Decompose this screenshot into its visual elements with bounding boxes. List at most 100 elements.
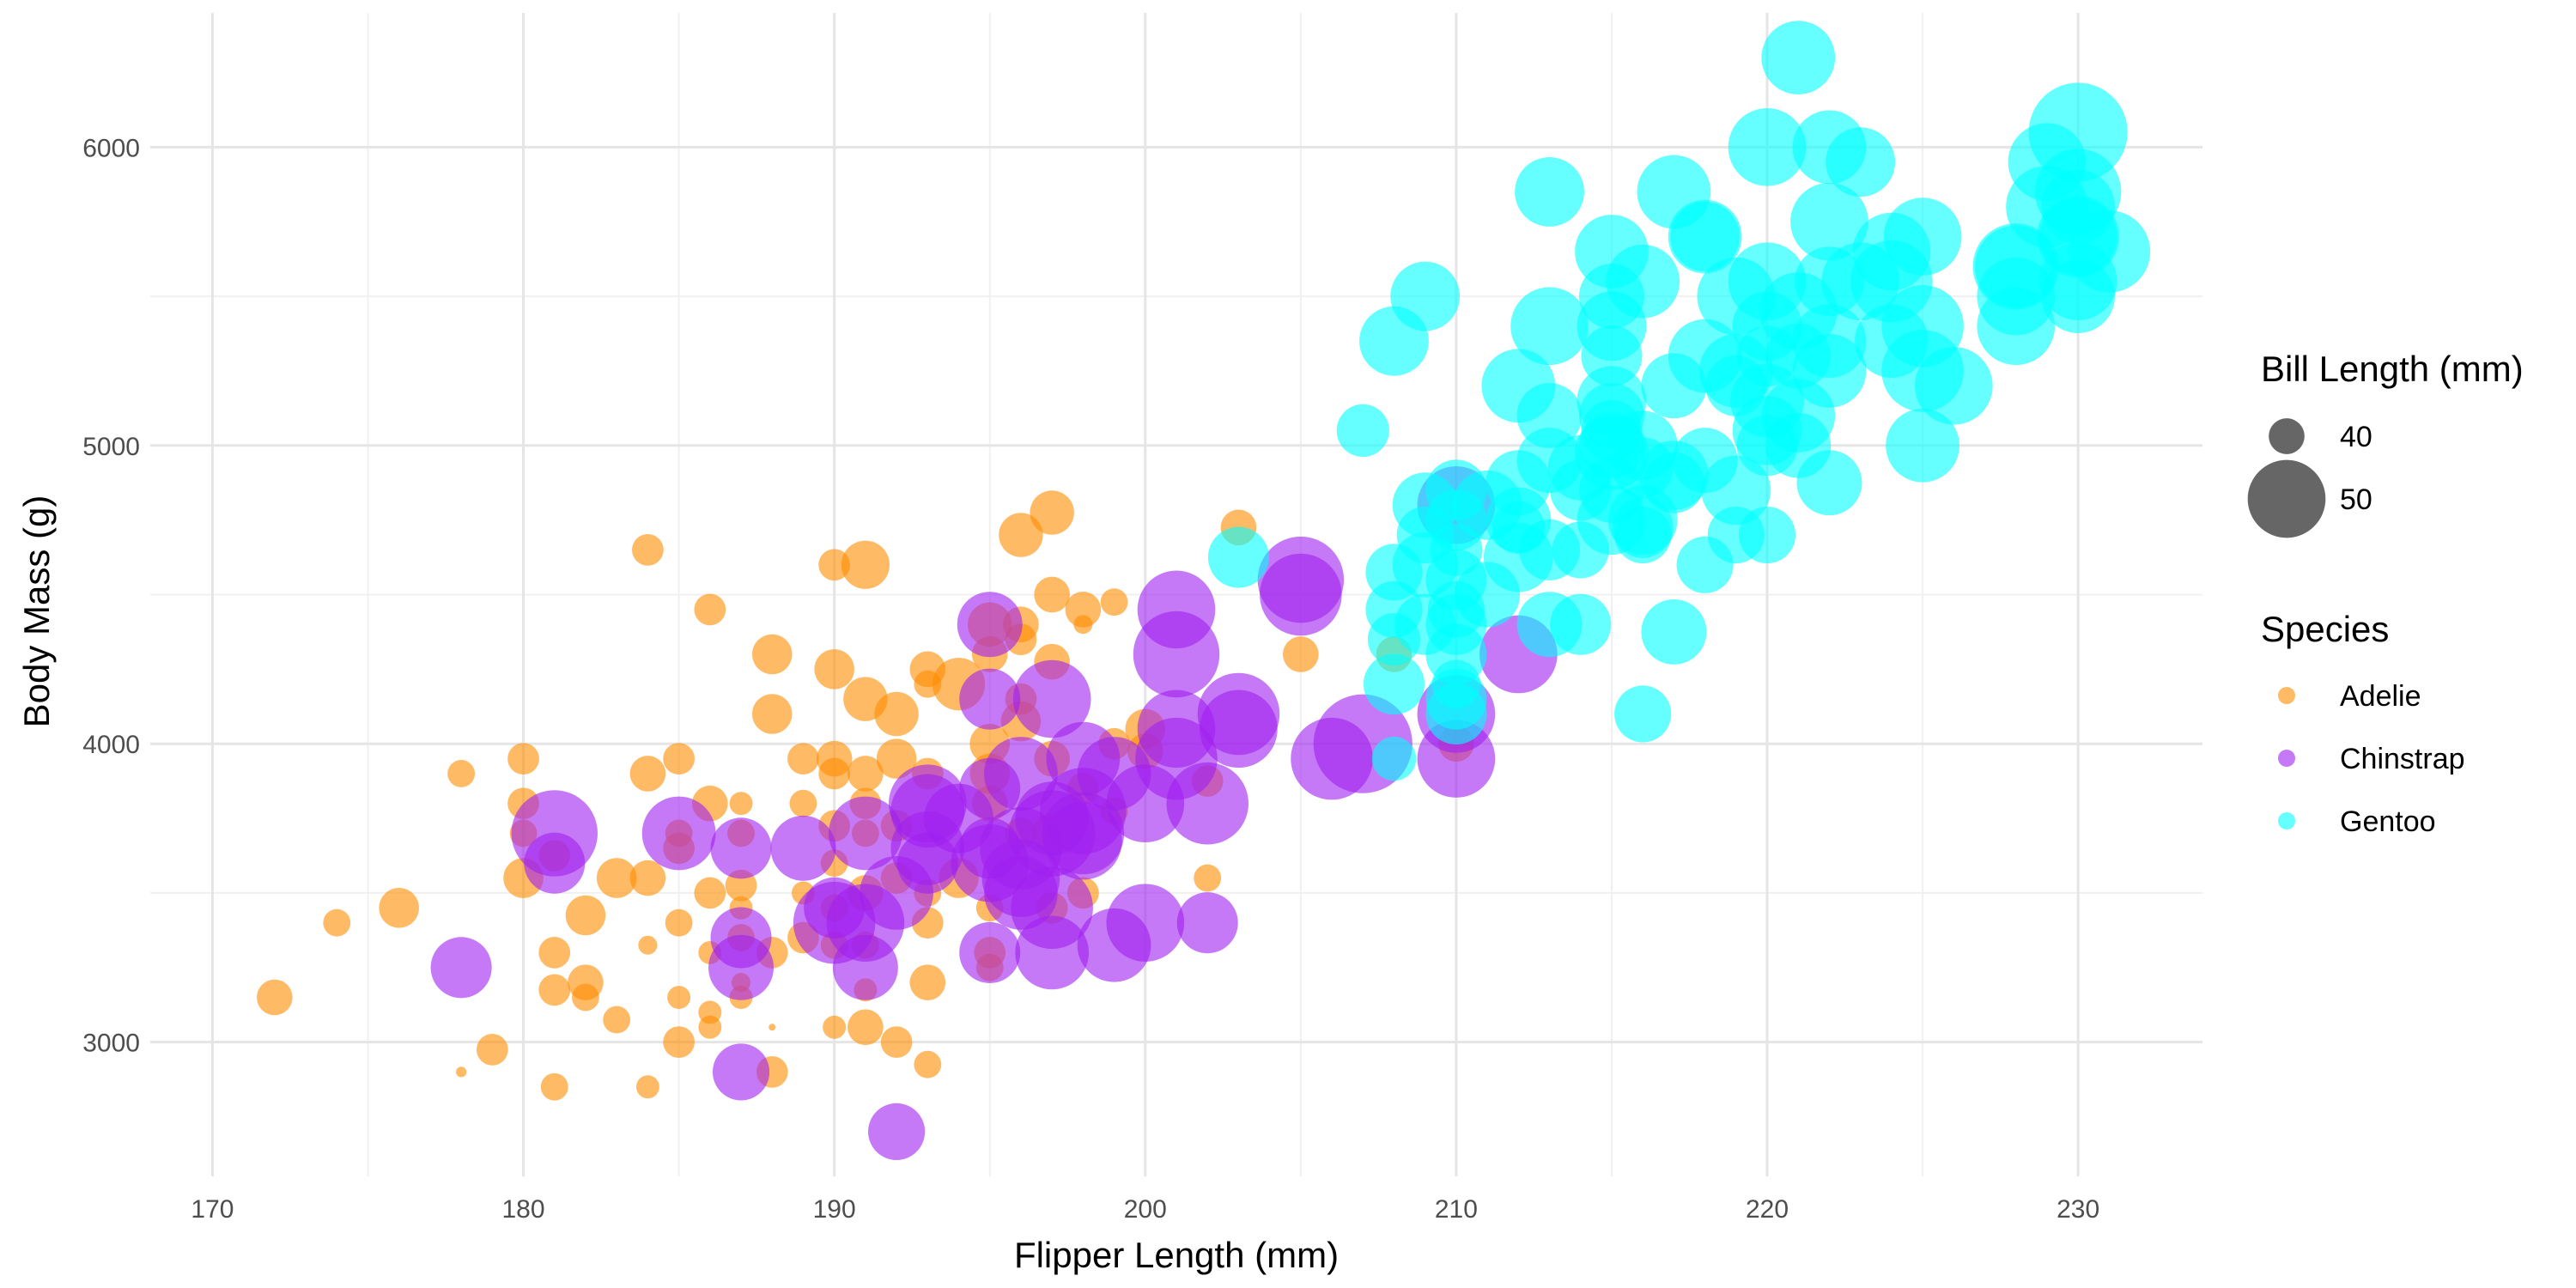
data-point bbox=[1166, 762, 1249, 845]
data-point bbox=[538, 937, 571, 969]
data-point bbox=[638, 935, 658, 955]
data-point bbox=[1790, 182, 1868, 261]
color-legend-key bbox=[2278, 750, 2295, 767]
data-point bbox=[957, 592, 1023, 658]
color-legend-label: Gentoo bbox=[2340, 805, 2436, 838]
data-point bbox=[323, 908, 351, 937]
y-tick-label: 5000 bbox=[82, 433, 140, 461]
data-point bbox=[1614, 506, 1672, 564]
data-point bbox=[1015, 915, 1090, 990]
color-legend-key bbox=[2278, 812, 2295, 829]
data-point bbox=[1176, 892, 1238, 954]
data-point bbox=[698, 1000, 722, 1024]
data-point bbox=[596, 858, 637, 898]
legend: Bill Length (mm) 40 50 Species Adelie Chin… bbox=[2247, 349, 2524, 838]
data-point bbox=[770, 815, 836, 881]
data-point bbox=[1510, 287, 1589, 366]
y-axis-title: Body Mass (g) bbox=[16, 495, 57, 728]
data-point bbox=[1336, 404, 1389, 458]
data-point bbox=[868, 1103, 926, 1160]
data-point bbox=[1738, 506, 1796, 564]
data-point bbox=[1106, 884, 1185, 963]
data-point bbox=[565, 895, 606, 936]
data-point bbox=[823, 1015, 847, 1039]
data-point bbox=[507, 743, 539, 775]
data-point bbox=[848, 756, 884, 792]
data-point bbox=[841, 540, 890, 589]
data-point bbox=[476, 1033, 508, 1066]
data-point bbox=[379, 888, 419, 928]
data-point bbox=[1728, 108, 1807, 186]
data-point bbox=[1044, 801, 1122, 880]
data-point bbox=[789, 789, 817, 817]
data-point bbox=[876, 738, 917, 779]
color-legend-title: Species bbox=[2261, 609, 2389, 649]
data-point bbox=[663, 743, 695, 775]
data-point bbox=[1668, 199, 1742, 274]
data-point bbox=[257, 979, 293, 1016]
data-point bbox=[1914, 346, 1993, 425]
data-point bbox=[524, 832, 586, 894]
data-point bbox=[1133, 611, 1220, 698]
data-point bbox=[1363, 653, 1425, 715]
x-tick-label: 190 bbox=[813, 1195, 856, 1224]
data-point bbox=[1260, 553, 1342, 636]
data-point bbox=[572, 983, 599, 1012]
data-point bbox=[629, 860, 666, 896]
data-point bbox=[1977, 287, 2056, 366]
data-point bbox=[1100, 588, 1128, 617]
x-tick-label: 180 bbox=[502, 1195, 545, 1224]
data-point bbox=[909, 964, 946, 1000]
data-point bbox=[1207, 526, 1269, 588]
series-chinstrap bbox=[430, 465, 1558, 1160]
data-point bbox=[667, 986, 691, 1010]
data-point bbox=[1390, 261, 1461, 331]
size-legend-label: 50 bbox=[2340, 483, 2372, 516]
color-legend-label: Adelie bbox=[2340, 680, 2421, 713]
data-point bbox=[635, 1075, 659, 1099]
data-point bbox=[1614, 685, 1672, 743]
data-point bbox=[663, 1026, 695, 1059]
data-point bbox=[1194, 864, 1222, 892]
data-point bbox=[455, 1066, 467, 1078]
data-point bbox=[1283, 636, 1319, 672]
data-point bbox=[1371, 736, 1417, 781]
x-tick-label: 220 bbox=[1746, 1195, 1789, 1224]
y-tick-label: 3000 bbox=[82, 1030, 140, 1058]
size-legend-items: 40 50 bbox=[2247, 418, 2372, 538]
data-point bbox=[880, 1026, 913, 1059]
data-point bbox=[1012, 659, 1091, 738]
data-point bbox=[1641, 598, 1707, 665]
y-tick-label: 6000 bbox=[82, 134, 140, 162]
data-point bbox=[1606, 244, 1680, 319]
data-point bbox=[751, 634, 793, 675]
data-point bbox=[538, 974, 571, 1006]
data-point bbox=[1796, 450, 1862, 516]
data-point bbox=[1200, 690, 1278, 769]
data-point bbox=[1761, 21, 1836, 94]
x-tick-label: 230 bbox=[2057, 1195, 2099, 1224]
color-legend-key bbox=[2278, 687, 2295, 704]
data-point bbox=[1425, 683, 1487, 744]
y-tick-label: 4000 bbox=[82, 731, 140, 759]
data-point bbox=[694, 593, 726, 626]
data-point bbox=[1034, 576, 1070, 613]
data-point bbox=[447, 760, 476, 787]
data-point bbox=[708, 934, 775, 1000]
data-point bbox=[603, 1005, 631, 1034]
x-tick-label: 170 bbox=[191, 1195, 234, 1224]
data-point bbox=[1065, 592, 1102, 628]
data-point bbox=[712, 1043, 770, 1101]
data-point bbox=[665, 908, 693, 937]
data-point bbox=[818, 757, 851, 790]
data-point bbox=[729, 792, 753, 816]
data-point bbox=[814, 649, 854, 690]
data-points bbox=[257, 21, 2151, 1160]
size-legend-label: 40 bbox=[2340, 421, 2372, 453]
data-point bbox=[694, 877, 726, 909]
data-point bbox=[787, 743, 819, 775]
size-legend-title: Bill Length (mm) bbox=[2261, 349, 2524, 389]
x-tick-label: 200 bbox=[1124, 1195, 1167, 1224]
data-point bbox=[1030, 490, 1074, 535]
data-point bbox=[629, 756, 666, 792]
